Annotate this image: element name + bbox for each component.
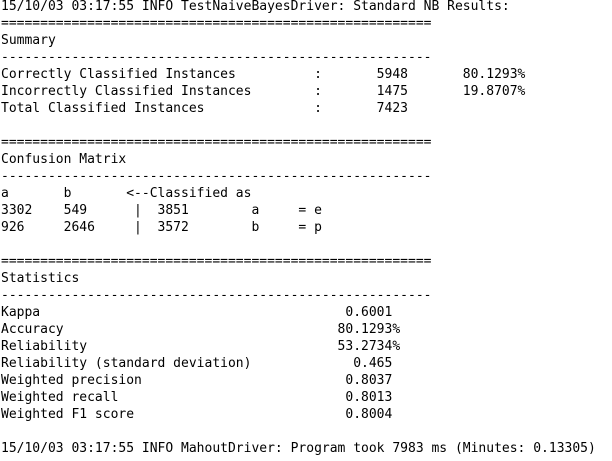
divider-single: ----------------------------------------… [1,50,432,65]
divider-double: ========================================… [1,135,432,150]
divider-double: ========================================… [1,254,432,269]
log-line-program-time: 15/10/03 03:17:55 INFO MahoutDriver: Pro… [1,441,596,456]
summary-incorrect-row: Incorrectly Classified Instances : 1475 … [1,84,526,99]
section-title-summary: Summary [1,33,56,48]
stat-reliability-stddev-row: Reliability (standard deviation) 0.465 [1,356,393,371]
log-line-results-header: 15/10/03 03:17:55 INFO TestNaiveBayesDri… [1,0,518,14]
divider-single: ----------------------------------------… [1,288,432,303]
stat-weighted-precision-row: Weighted precision 0.8037 [1,373,393,388]
matrix-header-row: a b <--Classified as [1,186,252,201]
stat-kappa-row: Kappa 0.6001 [1,305,393,320]
stat-weighted-f1-row: Weighted F1 score 0.8004 [1,407,393,422]
summary-total-row: Total Classified Instances : 7423 [1,101,408,116]
section-title-statistics: Statistics [1,271,80,286]
section-title-confusion-matrix: Confusion Matrix [1,152,127,167]
stat-accuracy-row: Accuracy 80.1293% [1,322,401,337]
stat-reliability-row: Reliability 53.2734% [1,339,401,354]
divider-double: ========================================… [1,16,432,31]
summary-correct-row: Correctly Classified Instances : 5948 80… [1,67,526,82]
divider-single: ----------------------------------------… [1,169,432,184]
stat-weighted-recall-row: Weighted recall 0.8013 [1,390,393,405]
matrix-row-e: 3302 549 | 3851 a = e [1,203,322,218]
matrix-row-p: 926 2646 | 3572 b = p [1,220,322,235]
